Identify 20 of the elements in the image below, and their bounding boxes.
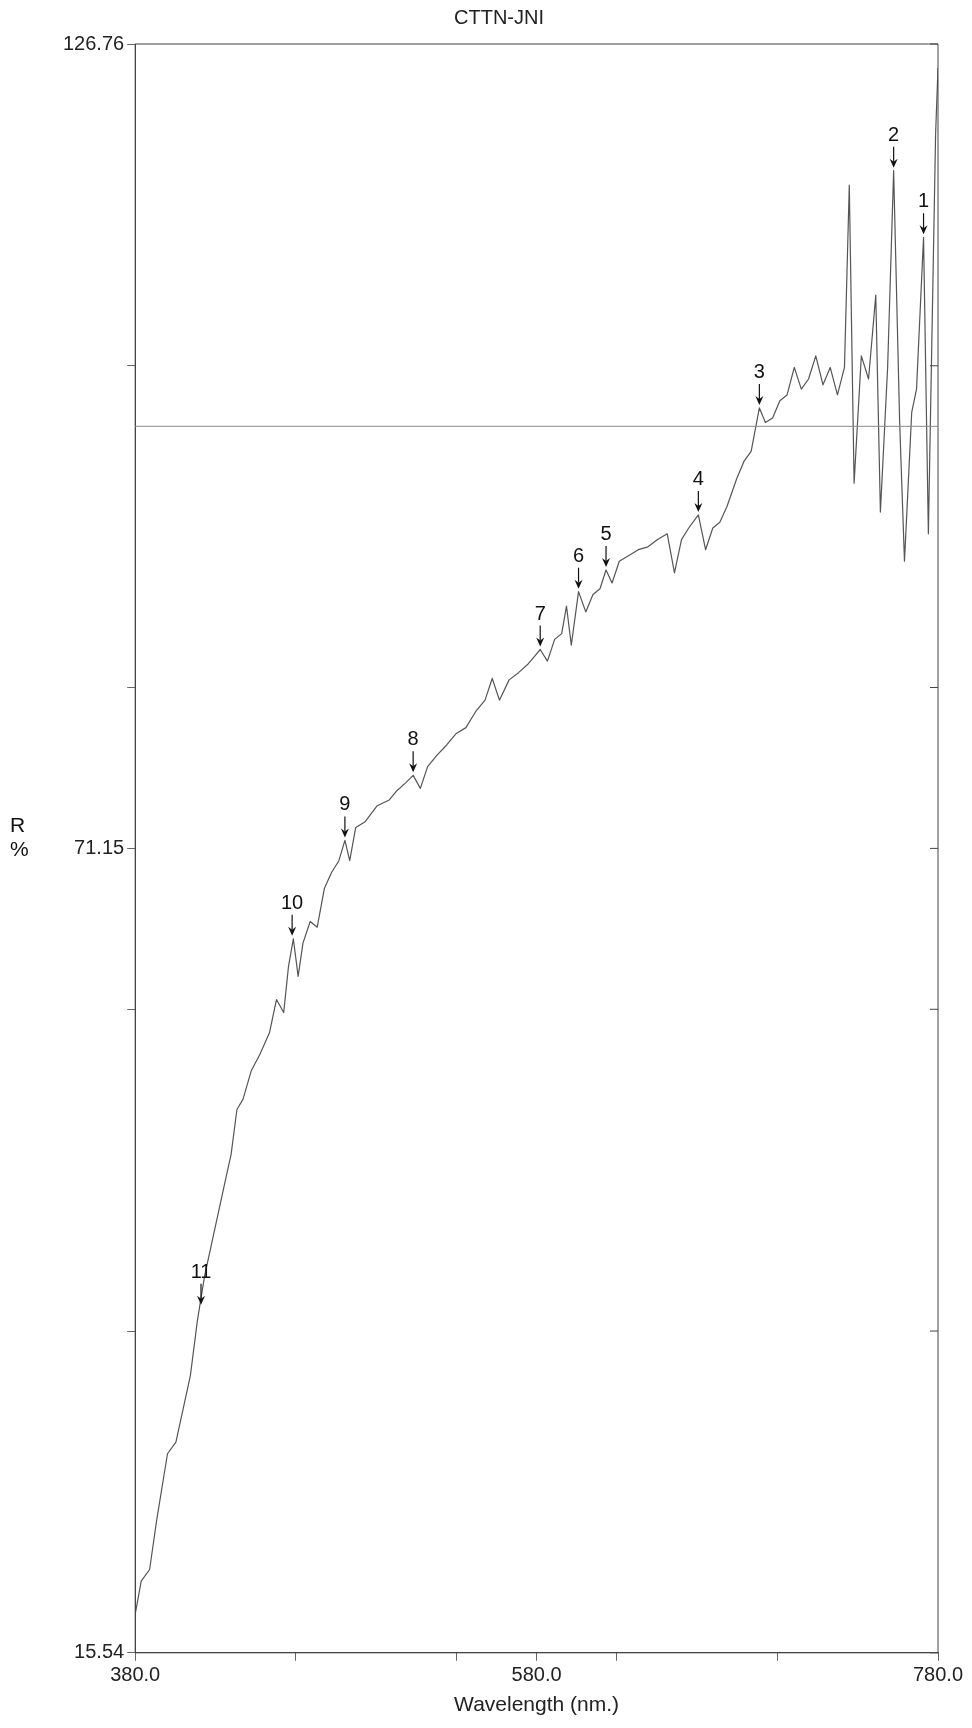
annotation: 2 (888, 122, 900, 145)
annotation: 9 (339, 792, 351, 815)
y-tick-label: 71.15 (74, 835, 125, 858)
annotation: 11 (190, 1259, 212, 1282)
annotation: 4 (692, 466, 704, 489)
x-tick-label: 380.0 (110, 1663, 161, 1686)
y-tick-label: 15.54 (74, 1640, 125, 1663)
annotation: 6 (572, 543, 585, 566)
x-tick-label: 780.0 (912, 1663, 964, 1686)
annotation: 7 (534, 601, 546, 624)
y-tick-label: 126.76 (63, 31, 125, 54)
annotation: 1 (917, 189, 930, 212)
annotation: 8 (407, 727, 419, 750)
x-axis-title: Wavelength (nm.) (454, 1692, 620, 1716)
annotation: 10 (281, 890, 304, 913)
y-axis-title: R % (10, 813, 29, 861)
annotation: 5 (600, 521, 612, 544)
annotation: 3 (753, 359, 765, 382)
x-tick-label: 580.0 (511, 1663, 562, 1686)
chart-title: CTTN-JNI (454, 5, 544, 28)
